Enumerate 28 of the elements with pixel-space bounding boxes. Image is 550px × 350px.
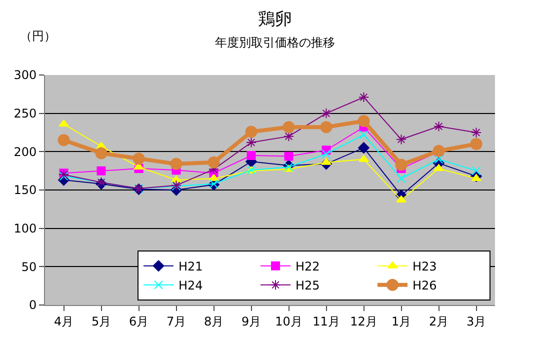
y-tick-label: 0 bbox=[28, 298, 37, 312]
x-tick-label: 3月 bbox=[466, 314, 486, 328]
x-tick-label: 10月 bbox=[275, 314, 302, 328]
legend-label: H23 bbox=[412, 260, 437, 274]
x-tick-label: 11月 bbox=[312, 314, 340, 328]
x-tick-label: 2月 bbox=[428, 314, 449, 328]
legend-label: H24 bbox=[178, 278, 203, 293]
legend-label: H25 bbox=[296, 278, 320, 293]
x-tick-label: 5月 bbox=[91, 314, 112, 328]
y-tick-label: 250 bbox=[14, 106, 37, 121]
y-tick-label: 50 bbox=[21, 260, 37, 274]
legend-label: H26 bbox=[412, 278, 437, 293]
y-tick-label: 150 bbox=[14, 183, 37, 198]
chart-subtitle: 年度別取引価格の推移 bbox=[215, 36, 335, 50]
x-tick-label: 1月 bbox=[391, 314, 412, 328]
legend-label: H21 bbox=[178, 260, 203, 274]
x-tick-label: 4月 bbox=[54, 314, 74, 328]
x-tick-label: 12月 bbox=[350, 314, 378, 328]
x-tick-label: 7月 bbox=[166, 314, 186, 328]
y-tick-label: 300 bbox=[14, 68, 37, 82]
y-tick-label: 100 bbox=[14, 222, 37, 236]
y-tick-label: 200 bbox=[14, 144, 37, 159]
x-tick-label: 6月 bbox=[128, 314, 149, 328]
chart-title: 鶏卵 bbox=[258, 10, 292, 30]
y-axis-title: （円） bbox=[20, 29, 56, 43]
legend-label: H22 bbox=[296, 260, 320, 274]
x-tick-label: 9月 bbox=[241, 314, 262, 328]
x-tick-label: 8月 bbox=[204, 314, 224, 328]
